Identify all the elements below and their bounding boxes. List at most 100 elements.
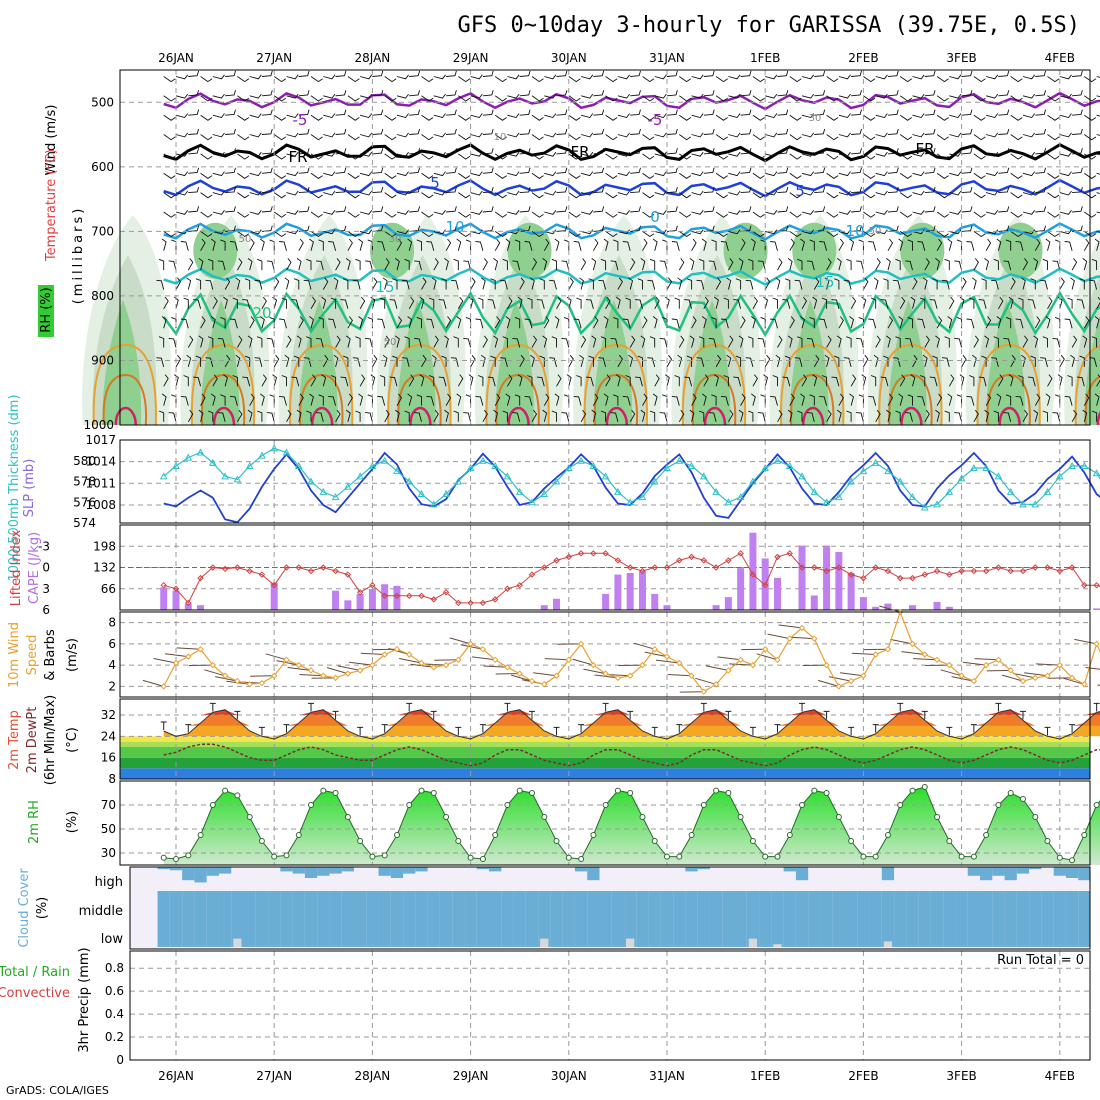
upper-wind-barb <box>475 318 484 329</box>
upper-wind-barb <box>261 374 267 387</box>
upper-wind-barb <box>801 74 815 80</box>
upper-wind-barb <box>814 128 826 135</box>
upper-wind-barb <box>659 260 668 271</box>
upper-wind-barb <box>809 394 815 406</box>
wind10-point <box>811 635 818 642</box>
upper-wind-barb <box>777 109 789 116</box>
upper-wind-barb <box>1010 172 1023 179</box>
upper-wind-barb <box>801 171 815 177</box>
upper-wind-barb <box>899 231 913 238</box>
temp-minmax-whisker <box>627 710 634 720</box>
upper-wind-barb <box>359 113 373 119</box>
upper-wind-barb <box>740 186 752 194</box>
upper-wind-barb <box>207 336 214 348</box>
upper-wind-barb <box>966 241 975 251</box>
upper-wind-barb <box>598 279 607 290</box>
upper-wind-barb <box>984 335 990 348</box>
wind10-barbs <box>142 605 1100 693</box>
upper-wind-barb <box>395 335 400 348</box>
upper-wind-barb <box>873 354 879 368</box>
slp-frame <box>119 439 1091 524</box>
temp-band-1 <box>120 757 1090 769</box>
upper-wind-barb <box>912 210 925 215</box>
cloud-middle-bar <box>648 891 661 947</box>
wind10-barb <box>360 652 385 655</box>
cape-bar <box>945 606 953 610</box>
wind10-barb <box>299 674 324 677</box>
upper-wind-barb <box>372 109 384 116</box>
upper-wind-barb <box>991 357 999 368</box>
upper-wind-barb <box>936 134 949 141</box>
upper-wind-barb <box>757 260 766 271</box>
upper-wind-barb <box>961 225 973 232</box>
upper-wind-barb <box>973 153 986 160</box>
upper-wind-barb <box>416 316 422 329</box>
upper-wind-barb <box>355 410 361 422</box>
rh-point <box>406 802 413 808</box>
cloud-high-bar <box>1004 867 1017 881</box>
upper-wind-barb <box>1096 192 1100 195</box>
upper-wind-barb <box>359 374 366 387</box>
wind10-barb <box>544 658 569 661</box>
upper-wind-barb <box>445 316 452 329</box>
upper-wind-barb <box>1035 148 1047 155</box>
upper-wind-barb <box>395 409 400 422</box>
upper-wind-barb <box>1084 231 1097 238</box>
upper-wind-barb <box>257 336 263 348</box>
lifted-index-point <box>946 571 953 578</box>
upper-wind-barb <box>421 172 434 179</box>
top-date-2FEB: 2FEB <box>848 51 878 65</box>
lifted-index-point <box>553 557 560 564</box>
thickness-point <box>847 477 855 485</box>
cloud-high-bar <box>967 867 981 876</box>
upper-wind-barb <box>588 355 594 367</box>
upper-wind-barb <box>347 134 360 141</box>
upper-wind-barb <box>600 410 607 422</box>
upper-wind-barb <box>401 357 410 368</box>
rh-blob-1 <box>370 222 415 279</box>
upper-wind-barb <box>585 299 594 309</box>
cloud-high-bar <box>1053 867 1066 876</box>
wind10-point <box>504 664 511 671</box>
upper-wind-barb <box>1059 132 1072 138</box>
upper-wind-barb <box>617 74 630 80</box>
upper-wind-barb <box>917 318 926 329</box>
cape-bar <box>540 605 548 610</box>
upper-wind-barb <box>392 355 398 367</box>
upper-wind-barb <box>1047 134 1060 141</box>
upper-wind-barb <box>622 241 631 251</box>
cape-bar <box>835 552 843 610</box>
rh-fill <box>163 787 1100 865</box>
wind10-barb <box>142 679 164 687</box>
wind10-point <box>1032 674 1039 682</box>
upper-wind-barb <box>512 260 521 271</box>
upper-wind-barb <box>507 74 520 80</box>
upper-wind-barb <box>752 153 765 160</box>
lifted-index-point <box>541 564 548 571</box>
wind10-point <box>651 645 658 653</box>
upper-wind-barb <box>801 93 815 99</box>
cloud-middle-bar <box>857 891 870 947</box>
upper-wind-barb <box>365 337 373 348</box>
upper-wind-barb <box>775 354 781 368</box>
wind10-point <box>970 677 978 685</box>
upper-wind-barb <box>740 128 752 135</box>
rh-point <box>1044 838 1051 844</box>
wind10-point <box>626 672 634 679</box>
upper-wind-barb <box>544 74 557 80</box>
top-date-31JAN: 31JAN <box>649 51 685 65</box>
upper-wind-barb <box>482 206 494 213</box>
upper-wind-barb <box>482 90 494 97</box>
upper-wind-barb <box>701 238 707 251</box>
upper-wind-barb <box>703 186 715 194</box>
upper-wind-barb <box>261 128 273 135</box>
upper-wind-barb <box>247 258 253 271</box>
upper-wind-barb <box>384 409 390 423</box>
thickness-point <box>773 456 782 464</box>
rh-point <box>872 853 879 860</box>
upper-wind-barb <box>416 394 422 406</box>
upper-wind-barb <box>291 376 300 387</box>
rh-point <box>664 853 670 860</box>
cloud-middle-bar <box>673 891 686 947</box>
